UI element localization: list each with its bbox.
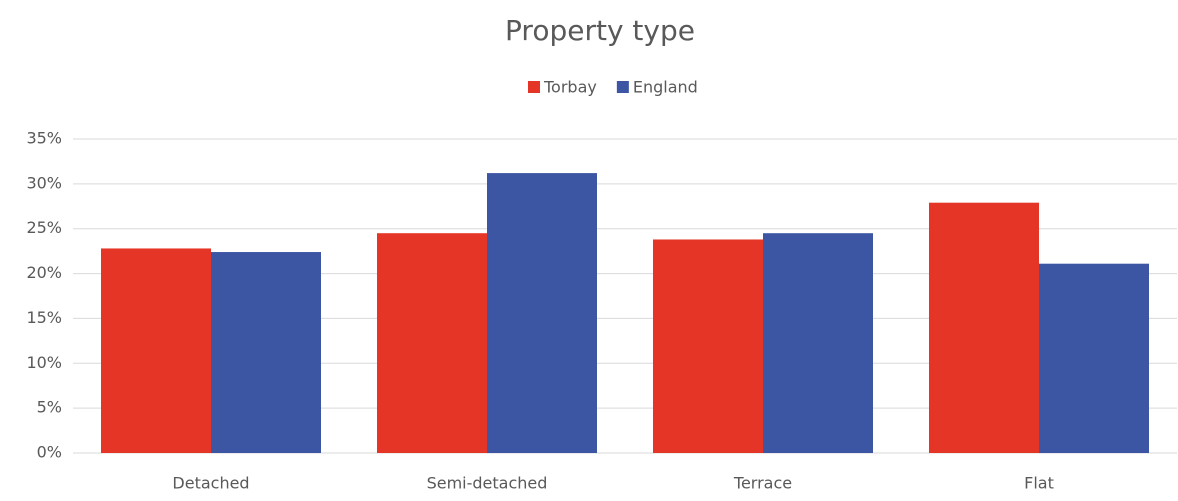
chart-title: Property type: [505, 14, 695, 47]
y-tick-label: 15%: [26, 308, 62, 327]
y-tick-label: 0%: [37, 443, 62, 462]
bar: [377, 233, 487, 453]
x-tick-label: Terrace: [733, 474, 792, 493]
bar: [929, 202, 1039, 453]
x-tick-label: Detached: [172, 474, 249, 493]
legend-swatch: [528, 81, 540, 93]
legend-label: England: [633, 78, 698, 97]
y-tick-label: 10%: [26, 353, 62, 372]
legend-label: Torbay: [543, 78, 597, 97]
x-tick-label: Semi-detached: [427, 474, 548, 493]
y-tick-label: 25%: [26, 218, 62, 237]
y-tick-label: 20%: [26, 263, 62, 282]
bar: [101, 248, 211, 453]
bar: [763, 233, 873, 453]
y-tick-label: 30%: [26, 173, 62, 192]
bar: [653, 239, 763, 453]
bar: [1039, 263, 1149, 453]
y-tick-label: 5%: [37, 398, 62, 417]
y-tick-label: 35%: [26, 129, 62, 148]
bar: [211, 252, 321, 453]
bar: [487, 173, 597, 453]
legend-swatch: [616, 81, 629, 93]
x-tick-label: Flat: [1024, 474, 1054, 493]
